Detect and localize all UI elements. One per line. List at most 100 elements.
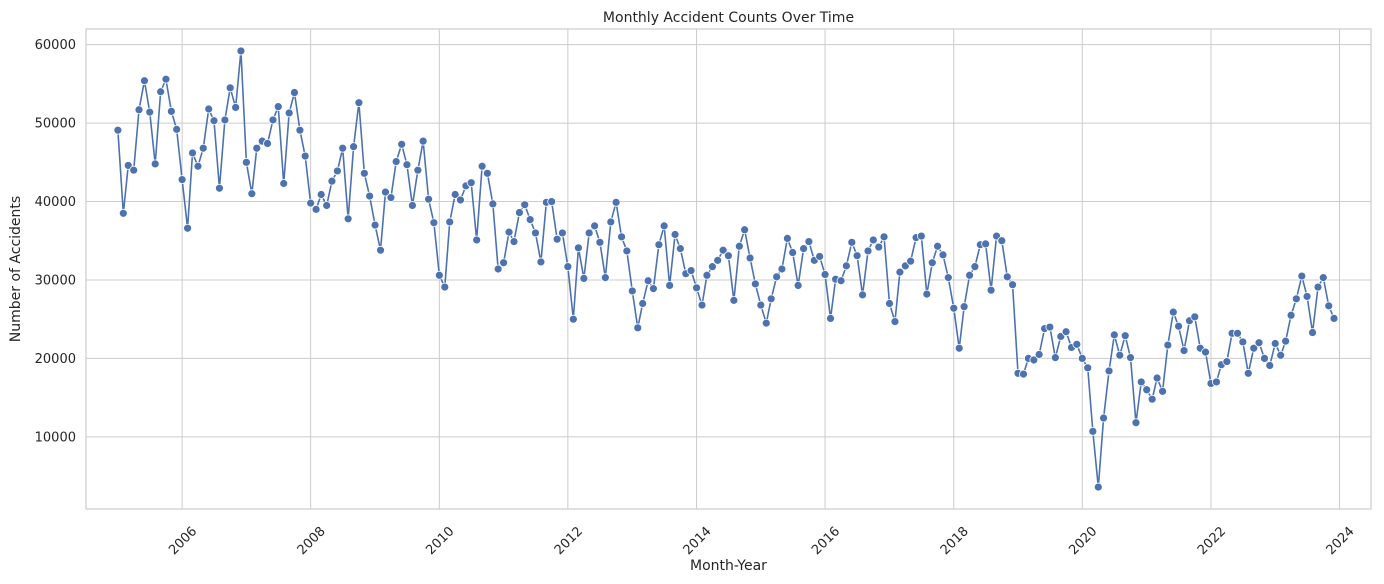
data-point [713, 255, 723, 265]
data-point [386, 193, 396, 203]
data-point [472, 235, 482, 245]
plot-frame [85, 28, 1372, 510]
data-point [225, 83, 235, 93]
x-tick-label: 2010 [423, 524, 457, 558]
data-point [531, 228, 540, 238]
data-point [1297, 271, 1307, 281]
data-point [1147, 394, 1157, 404]
data-point [1254, 338, 1264, 348]
data-point [188, 148, 197, 158]
data-point [692, 283, 701, 293]
data-point [772, 272, 782, 282]
data-point [1238, 337, 1248, 347]
data-point [204, 104, 214, 114]
data-point [424, 194, 434, 204]
data-point [981, 239, 991, 249]
data-point [354, 98, 364, 108]
data-point [343, 214, 353, 224]
data-point [959, 302, 969, 312]
x-tick-label: 2024 [1324, 524, 1358, 558]
data-point [150, 159, 160, 169]
data-point [1243, 368, 1253, 378]
data-point [322, 201, 332, 210]
data-point [938, 250, 948, 260]
data-point [745, 253, 755, 263]
x-tick-label: 2020 [1066, 524, 1100, 558]
data-point [788, 248, 798, 257]
data-point [879, 232, 889, 242]
data-point [477, 161, 487, 171]
data-point [734, 241, 744, 251]
data-point [1318, 273, 1328, 283]
data-point [750, 279, 760, 289]
data-point [365, 191, 375, 201]
data-point [558, 228, 567, 238]
data-point [1201, 347, 1210, 357]
data-point [1260, 354, 1269, 363]
data-point [488, 199, 498, 209]
data-point [273, 102, 283, 112]
data-point [1077, 354, 1087, 363]
data-point [600, 273, 610, 283]
data-point [161, 74, 171, 84]
data-point [654, 240, 664, 250]
data-point [536, 257, 546, 267]
data-point [1083, 363, 1093, 373]
data-point [1152, 373, 1162, 383]
data-point [766, 294, 776, 304]
data-point [172, 124, 182, 134]
data-point [1313, 282, 1323, 292]
data-point [568, 314, 578, 324]
data-point [1286, 310, 1296, 320]
data-point [311, 204, 321, 214]
y-tick-label: 10000 [35, 430, 76, 445]
data-point [804, 237, 814, 246]
series-line [117, 50, 1335, 488]
data-point [836, 276, 846, 286]
data-point [1329, 314, 1339, 323]
data-point [349, 142, 359, 152]
data-point [852, 251, 862, 261]
data-point [359, 168, 369, 178]
data-point [413, 165, 423, 175]
data-point [584, 228, 594, 238]
data-point [633, 323, 643, 333]
data-point [450, 190, 460, 199]
data-point [156, 87, 166, 97]
data-point [332, 166, 342, 176]
data-point [649, 284, 658, 294]
data-point [1270, 339, 1280, 348]
data-point [220, 115, 230, 125]
data-point [1163, 340, 1173, 350]
data-point [965, 270, 974, 280]
x-tick-label: 2008 [295, 524, 329, 558]
data-point [1072, 339, 1082, 349]
data-point [284, 108, 294, 118]
data-point [895, 267, 905, 277]
data-point [209, 116, 219, 126]
data-point [193, 161, 203, 171]
data-point [140, 76, 149, 86]
data-point [665, 281, 675, 290]
data-point [1276, 350, 1286, 360]
chart-title: Monthly Accident Counts Over Time [603, 10, 854, 26]
data-point [482, 168, 492, 178]
data-point [1019, 369, 1028, 379]
data-point [922, 289, 932, 299]
data-point [579, 274, 589, 283]
data-point [1029, 355, 1039, 365]
data-point [627, 286, 637, 296]
data-point [670, 230, 680, 239]
data-point [525, 215, 535, 224]
data-point [515, 208, 524, 217]
data-point [300, 151, 310, 161]
data-point [418, 136, 428, 146]
data-point [1109, 330, 1119, 340]
x-axis-label: Month-Year [690, 558, 767, 574]
data-point [1088, 426, 1098, 436]
data-point [466, 178, 476, 188]
y-gridlines [86, 44, 1371, 438]
data-point [134, 105, 144, 115]
data-point [306, 198, 316, 208]
